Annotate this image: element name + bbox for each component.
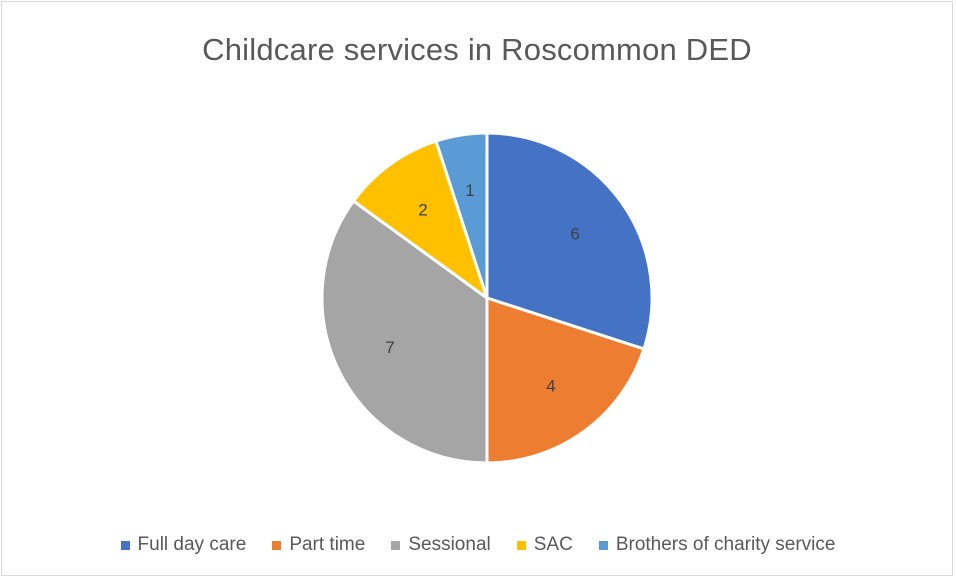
pie-slice-0 (485, 131, 654, 351)
legend-label-4: Brothers of charity service (615, 534, 836, 555)
pie-slice-1 (485, 296, 646, 465)
data-label-1: 4 (546, 377, 555, 396)
chart-title: Childcare services in Roscommon DED (202, 32, 752, 67)
pie-slice-2 (320, 199, 489, 465)
legend-swatch-3 (516, 540, 526, 550)
legend-item-2: Sessional (391, 534, 491, 556)
legend-swatch-1 (272, 540, 282, 550)
chart-legend: Full day care Part time Sessional SAC Brothe… (0, 534, 956, 556)
data-label-0: 6 (570, 224, 579, 243)
legend-swatch-0 (120, 540, 130, 550)
data-label-3: 2 (418, 200, 427, 219)
pie-slice-3 (352, 139, 489, 300)
legend-label-1: Part time (289, 534, 366, 555)
legend-item-1: Part time (272, 534, 365, 556)
legend-swatch-2 (391, 540, 401, 550)
pie-slice-4 (434, 131, 489, 300)
legend-item-4: Brothers of charity service (598, 534, 836, 556)
legend-label-0: Full day care (137, 534, 247, 555)
data-label-2: 7 (385, 338, 394, 357)
data-label-4: 1 (465, 181, 474, 200)
legend-swatch-4 (598, 540, 608, 550)
legend-item-0: Full day care (120, 534, 247, 556)
legend-label-3: SAC (533, 534, 573, 555)
legend-item-3: SAC (516, 534, 573, 556)
legend-label-2: Sessional (408, 534, 491, 555)
